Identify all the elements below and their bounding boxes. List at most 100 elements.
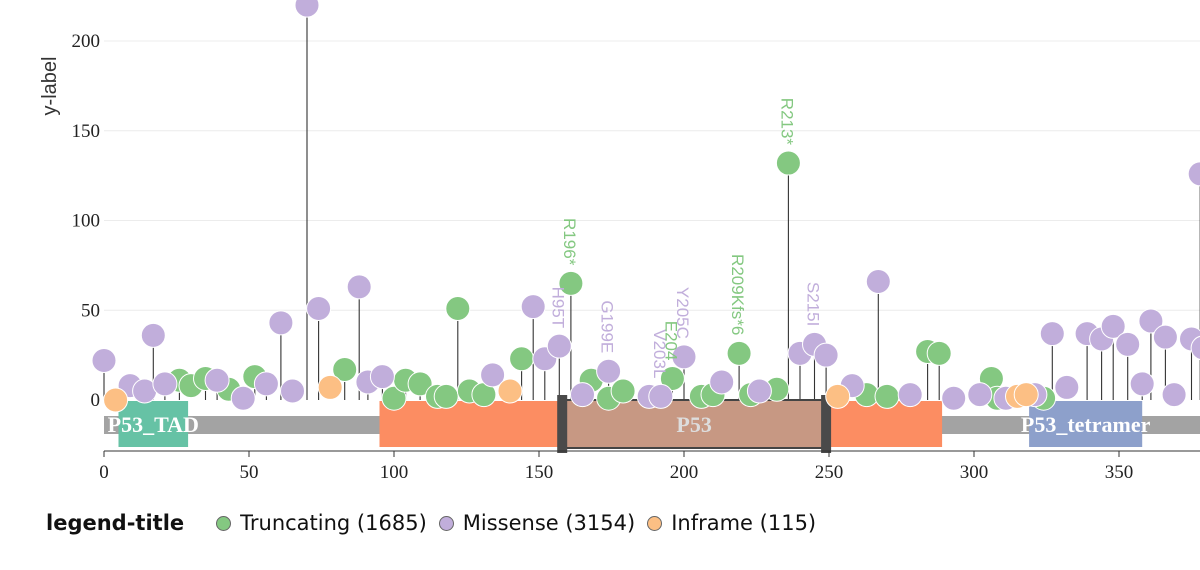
legend-title: legend-title — [46, 511, 185, 535]
point-truncating[interactable] — [381, 385, 407, 411]
mutation-label: E204 — [661, 321, 680, 361]
point-truncating[interactable] — [407, 371, 433, 397]
legend-label-missense: Missense (3154) — [462, 511, 636, 535]
point-missense[interactable] — [253, 371, 279, 397]
y-axis-label: y-label — [39, 57, 61, 116]
legend-label-truncating: Truncating (1685) — [240, 511, 427, 535]
mutation-label: R209Kfs*6 — [728, 254, 747, 335]
legend-label-inframe: Inframe (115) — [671, 511, 817, 535]
point-missense[interactable] — [671, 344, 697, 370]
y-tick-label: 200 — [72, 31, 101, 52]
x-tick-label: 100 — [380, 462, 409, 483]
point-missense[interactable] — [813, 342, 839, 368]
point-inframe[interactable] — [497, 378, 523, 404]
y-tick-label: 50 — [81, 300, 100, 321]
point-missense[interactable] — [346, 274, 372, 300]
gridlines — [104, 40, 1200, 311]
point-missense[interactable] — [306, 295, 332, 321]
point-truncating[interactable] — [775, 150, 801, 176]
x-tick-label: 350 — [1105, 462, 1134, 483]
point-missense[interactable] — [294, 0, 320, 18]
point-missense[interactable] — [204, 367, 230, 393]
point-missense[interactable] — [520, 294, 546, 320]
point-missense[interactable] — [1115, 331, 1141, 357]
domain-boundary-left — [557, 395, 568, 453]
mutation-label: V203L — [650, 329, 669, 378]
mutation-label: R196* — [560, 218, 579, 266]
point-missense[interactable] — [230, 385, 256, 411]
x-axis: 0 50 100 150 200 250 300 350 — [99, 450, 1200, 483]
point-missense[interactable] — [1039, 321, 1065, 347]
point-missense[interactable] — [480, 362, 506, 388]
point-missense[interactable] — [709, 369, 735, 395]
point-inframe[interactable] — [825, 383, 851, 409]
domain-p53-label: P53 — [676, 412, 711, 437]
point-truncating[interactable] — [433, 383, 459, 409]
mutation-label: R213* — [777, 98, 796, 146]
x-tick-label: 0 — [99, 462, 109, 483]
mutation-label: G199E — [598, 300, 617, 353]
point-truncating[interactable] — [726, 340, 752, 366]
point-missense[interactable] — [369, 364, 395, 390]
point-missense[interactable] — [268, 310, 294, 336]
point-truncating[interactable] — [874, 383, 900, 409]
x-tick-label: 150 — [525, 462, 554, 483]
point-missense[interactable] — [1100, 313, 1126, 339]
point-truncating[interactable] — [926, 340, 952, 366]
point-missense[interactable] — [1129, 371, 1155, 397]
lollipop-plot: 0 50 100 150 200 y-label P53_TAD P53 P53_tetra… — [39, 0, 1200, 483]
x-tick-label: 250 — [815, 462, 844, 483]
point-missense[interactable] — [1187, 161, 1200, 187]
point-missense[interactable] — [152, 371, 178, 397]
legend: legend-title Truncating (1685) Missense … — [46, 508, 828, 538]
point-missense[interactable] — [1161, 382, 1187, 408]
point-missense[interactable] — [280, 378, 305, 404]
legend-dot-missense — [438, 515, 454, 531]
point-missense[interactable] — [746, 378, 772, 404]
point-truncating[interactable] — [509, 346, 535, 372]
legend-item-inframe[interactable]: Inframe (115) — [647, 511, 816, 535]
y-axis: 0 50 100 150 200 — [72, 31, 101, 411]
point-missense[interactable] — [91, 348, 117, 374]
point-truncating[interactable] — [558, 270, 584, 296]
point-truncating[interactable] — [659, 365, 685, 391]
mutation-label: H95T — [548, 287, 567, 329]
x-tick-label: 200 — [670, 462, 699, 483]
point-missense[interactable] — [941, 385, 967, 411]
point-missense[interactable] — [1138, 308, 1164, 334]
y-tick-label: 150 — [72, 121, 101, 142]
legend-item-missense[interactable]: Missense (3154) — [438, 511, 636, 535]
point-truncating[interactable] — [445, 295, 471, 321]
point-inframe[interactable] — [103, 387, 129, 413]
point-missense[interactable] — [570, 382, 595, 408]
point-missense[interactable] — [967, 382, 993, 408]
point-missense[interactable] — [596, 358, 622, 384]
domain-p53-tad-label: P53_TAD — [108, 412, 199, 437]
legend-item-truncating[interactable]: Truncating (1685) — [216, 511, 427, 535]
mutation-label: S215I — [804, 282, 823, 326]
point-missense[interactable] — [1152, 324, 1178, 350]
point-truncating[interactable] — [610, 378, 636, 404]
point-truncating[interactable] — [332, 356, 358, 382]
point-missense[interactable] — [865, 269, 891, 295]
point-missense[interactable] — [546, 333, 572, 359]
point-missense[interactable] — [648, 383, 674, 409]
domain-p53-tetramer-label: P53_tetramer — [1021, 412, 1151, 437]
point-missense[interactable] — [1190, 335, 1200, 361]
point-missense[interactable] — [897, 382, 923, 408]
mutation-label: Y205C — [673, 287, 692, 339]
legend-dot-inframe — [647, 515, 663, 531]
legend-dot-truncating — [216, 515, 232, 531]
point-inframe[interactable] — [317, 374, 343, 400]
y-tick-label: 100 — [72, 211, 101, 232]
x-tick-label: 50 — [240, 462, 259, 483]
x-tick-label: 300 — [960, 462, 989, 483]
lollipop-heads — [91, 0, 1200, 413]
point-missense[interactable] — [140, 322, 166, 348]
domain-boundary-right — [821, 395, 832, 453]
y-tick-label: 0 — [91, 390, 101, 411]
point-missense[interactable] — [1054, 374, 1080, 400]
domain-p53-tad[interactable] — [118, 401, 189, 447]
point-inframe[interactable] — [1013, 382, 1039, 408]
